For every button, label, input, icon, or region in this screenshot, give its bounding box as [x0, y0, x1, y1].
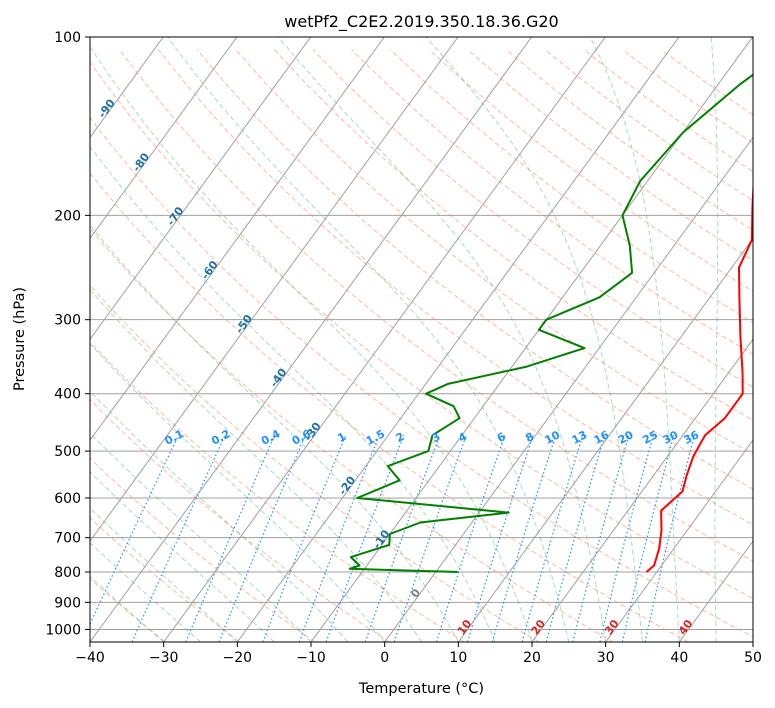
- moist-adiabat-line: [90, 390, 349, 642]
- x-tick-label: −10: [296, 650, 326, 666]
- isotherm-line: [457, 237, 753, 642]
- dry-adiabat-line: [235, 49, 753, 455]
- y-tick-label: 600: [54, 491, 81, 507]
- pressure-gridlines: [90, 37, 753, 630]
- mixing-ratio-label: 25: [640, 428, 660, 447]
- dry-adiabat-line: [351, 49, 753, 355]
- dewpoint-profile-line: [348, 73, 753, 573]
- x-tick-label: −40: [75, 650, 105, 666]
- dry-adiabat-line: [90, 116, 753, 638]
- y-tick-label: 200: [54, 208, 81, 224]
- dry-adiabat-line: [90, 284, 540, 642]
- mixing-ratio-label: 20: [616, 428, 636, 447]
- moist-adiabat-line: [589, 37, 680, 642]
- dry-adiabat-line: [196, 49, 753, 490]
- isotherm-line: [90, 37, 385, 442]
- moist-adiabat-line: [90, 224, 459, 642]
- isotherm-line: [90, 37, 459, 542]
- mixing-ratio-line: [621, 435, 675, 642]
- y-tick-label: 700: [54, 531, 81, 547]
- moist-adiabat-line: [277, 37, 607, 642]
- y-tick-label: 100: [54, 30, 81, 46]
- isotherm-line: [90, 37, 533, 642]
- moist-adiabat-line: [90, 288, 422, 642]
- x-tick-label: 40: [670, 650, 688, 666]
- dry-adiabat-line: [90, 228, 614, 642]
- mixing-ratio-line: [644, 435, 695, 642]
- y-axis-title: Pressure (hPa): [12, 287, 28, 391]
- y-tick-label: 800: [54, 565, 81, 581]
- axes: −40 −30 −20 −10 0 10 20 30 40 50 100 200 300 400 500 60…: [45, 30, 762, 666]
- moist-adiabat-line: [425, 37, 643, 642]
- plot-frame: [89, 36, 754, 643]
- mixing-ratio-label: 30: [661, 428, 681, 447]
- y-tick-label: 900: [54, 595, 81, 611]
- x-tick-label: −20: [223, 650, 253, 666]
- dry-adiabat-line: [90, 61, 753, 600]
- dry-adiabat-line: [157, 49, 753, 526]
- isotherm-line: [605, 439, 753, 642]
- y-tick-label: 400: [54, 387, 81, 403]
- mixing-ratio-label: 10: [543, 428, 563, 447]
- y-tick-label: 1000: [45, 622, 81, 638]
- temperature-profile-line: [645, 174, 753, 573]
- mixing-ratio-line: [325, 434, 405, 642]
- dry-adiabat-line: [90, 578, 166, 642]
- x-tick-label: −30: [149, 650, 179, 666]
- isotherm-line: [163, 37, 606, 642]
- x-tick-label: 30: [597, 650, 615, 666]
- y-tick-label: 500: [54, 444, 81, 460]
- mixing-ratio-line: [262, 434, 347, 642]
- dry-adiabat-line: [119, 49, 753, 562]
- moist-adiabat-line: [90, 145, 496, 642]
- mixing-ratio-line: [545, 435, 606, 642]
- mixing-ratio-lines: [90, 434, 695, 642]
- mixing-ratio-line: [572, 435, 630, 642]
- x-tick-label: 10: [449, 650, 467, 666]
- moist-adiabat-line: [90, 45, 533, 642]
- chart-title: wetPf2_C2E2.2019.350.18.36.G20: [284, 12, 558, 32]
- x-tick-label: 20: [523, 650, 541, 666]
- x-tick-label: 50: [744, 650, 762, 666]
- y-tick-label: 300: [54, 313, 81, 329]
- mixing-ratio-line: [364, 434, 441, 642]
- dry-adiabat-line: [90, 517, 241, 642]
- dry-adiabat-line: [90, 341, 465, 642]
- isotherm-line: [236, 37, 680, 642]
- sounding-series: [348, 73, 753, 573]
- dry-adiabat-line: [389, 49, 753, 324]
- mixing-ratio-line: [298, 434, 380, 642]
- x-tick-label: 0: [380, 650, 389, 666]
- mixing-ratio-label: 13: [570, 428, 590, 447]
- dry-adiabats: [90, 49, 753, 642]
- mixing-ratio-label: 16: [592, 428, 612, 447]
- mixing-ratio-label: 36: [682, 428, 702, 447]
- dry-adiabat-line: [90, 398, 390, 642]
- mixing-ratio-line: [185, 434, 276, 642]
- mixing-ratio-line: [521, 435, 584, 642]
- x-axis-title: Temperature (°C): [358, 681, 484, 697]
- moist-adiabat-line: [710, 37, 719, 642]
- isotherm-line: [90, 37, 312, 341]
- isotherm-line: [90, 37, 238, 240]
- moist-adiabat-line: [167, 37, 570, 642]
- moist-adiabats: [90, 37, 753, 642]
